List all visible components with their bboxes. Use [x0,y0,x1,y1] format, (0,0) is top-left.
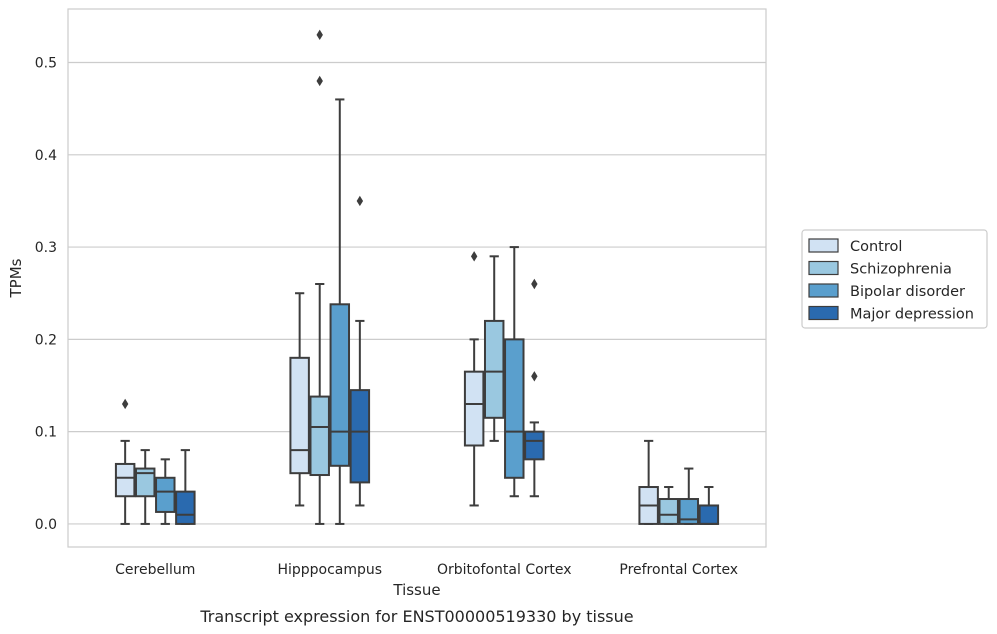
legend-label: Control [850,239,902,255]
box-iqr [524,430,545,461]
box-iqr [463,370,485,447]
box-iqr [309,395,330,477]
chart-caption: Transcript expression for ENST0000051933… [199,607,633,626]
box-3-3 [698,486,720,525]
legend-label: Major depression [850,307,974,323]
box-iqr [504,338,525,479]
y-tick-label: 0.0 [35,517,57,533]
x-tick-label: Hipppocampus [277,562,382,578]
y-tick-label: 0.2 [35,332,57,348]
legend-label: Bipolar disorder [850,284,965,300]
box-3-1 [658,486,679,525]
outlier-point [316,29,323,41]
box-iqr [114,462,136,498]
y-axis-label: TPMs [7,258,25,298]
grid-layer [68,61,766,525]
x-tick-labels: Cerebellum Hipppocampus Orbitofontal Corte… [115,562,738,578]
y-tick-labels: 0.0 0.1 0.2 0.3 0.4 0.5 [35,56,57,533]
box-iqr [483,319,505,419]
legend-label: Schizophrenia [850,262,952,278]
box-iqr [175,490,196,525]
y-tick-label: 0.1 [35,425,57,441]
box-2-2 [504,246,525,498]
legend-swatch [808,238,839,253]
box-0-3 [175,449,196,525]
box-iqr [698,504,720,525]
box-1-0 [289,292,310,507]
outlier-point [531,278,538,290]
box-2-1 [483,255,505,442]
box-0-1 [134,449,156,525]
plot-frame [67,8,767,548]
legend-swatch [808,260,839,276]
legend: Control Schizophrenia Bipolar disorder Majo… [801,229,988,329]
box-3-0 [638,439,659,525]
x-axis-label: Tissue [392,581,440,599]
box-iqr [134,467,156,498]
x-tick-label: Cerebellum [115,562,195,578]
y-tick-label: 0.3 [35,240,57,256]
legend-swatch [808,305,839,321]
outlier-point [470,251,478,262]
y-tick-label: 0.5 [35,56,57,72]
y-tick-label: 0.4 [35,148,57,164]
box-3-2 [678,467,700,525]
box-iqr [289,356,310,475]
box-iqr [329,303,351,467]
x-tick-label: Orbitofontal Cortex [437,562,572,578]
box-iqr [155,476,176,513]
legend-swatch [808,283,839,298]
x-tick-label: Prefrontal Cortex [619,562,738,578]
box-1-2 [329,98,351,525]
outlier-point [531,371,538,382]
box-0-2 [155,458,176,525]
box-iqr [678,498,700,525]
box-2-0 [463,251,485,507]
box-iqr [658,498,679,525]
box-1-1 [309,29,330,525]
box-0-0 [114,398,136,525]
box-1-3 [349,195,371,507]
outlier-point [316,75,323,87]
box-2-3 [524,278,545,498]
outlier-point [356,195,364,207]
legend-frame [801,229,988,329]
outlier-point [121,398,129,410]
boxes-layer [114,29,720,525]
box-iqr [349,389,371,484]
